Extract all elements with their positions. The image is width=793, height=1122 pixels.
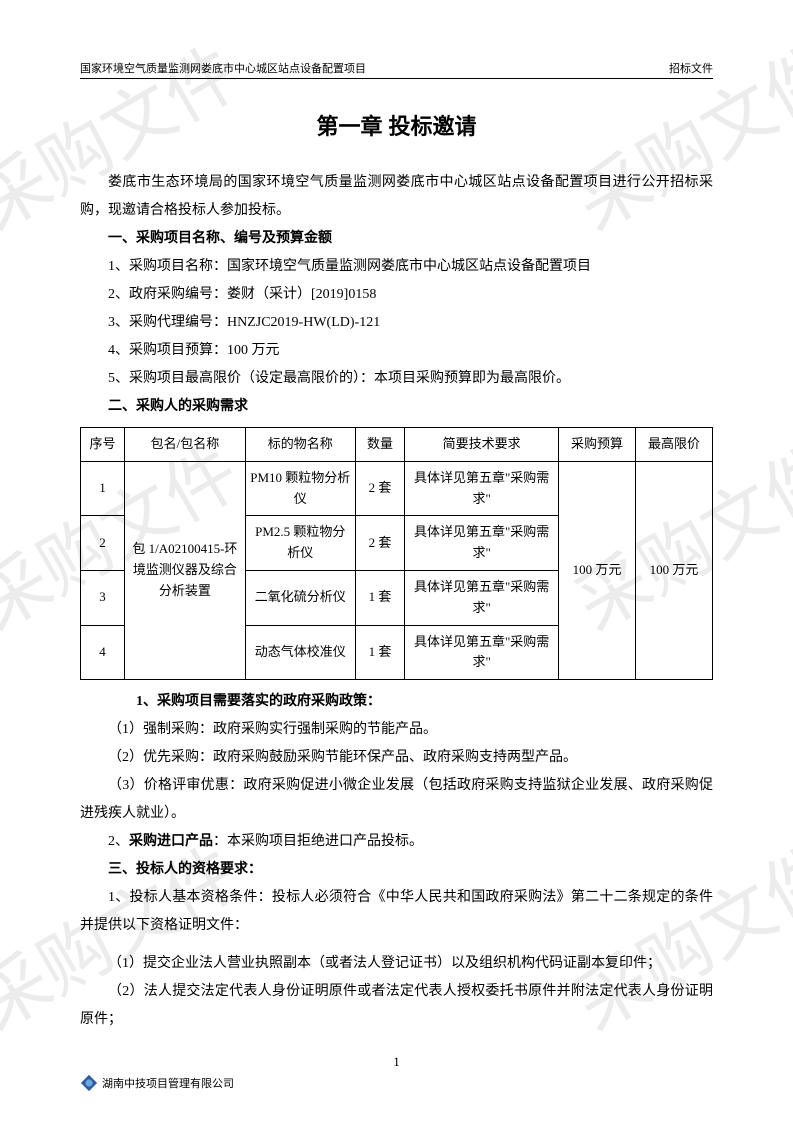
- header-left: 国家环境空气质量监测网娄底市中心城区站点设备配置项目: [80, 60, 366, 76]
- chapter-title: 第一章 投标邀请: [80, 109, 713, 141]
- section1-title: 一、采购项目名称、编号及预算金额: [80, 225, 713, 253]
- cell-seq: 4: [81, 625, 125, 680]
- section3-item: （1）提交企业法人营业执照副本（或者法人登记证书）以及组织机构代码证副本复印件；: [80, 950, 713, 978]
- header-right: 招标文件: [669, 60, 713, 76]
- th-item: 标的物名称: [245, 428, 355, 462]
- import-rest: ：本采购项目拒绝进口产品投标。: [213, 834, 423, 849]
- th-max: 最高限价: [636, 428, 713, 462]
- th-budget: 采购预算: [559, 428, 636, 462]
- import-bold: 采购进口产品: [129, 834, 213, 849]
- section1-item: 5、采购项目最高限价（设定最高限价的）：本项目采购预算即为最高限价。: [80, 365, 713, 393]
- footer-org: 湖南中技项目管理有限公司: [80, 1074, 713, 1092]
- page-header: 国家环境空气质量监测网娄底市中心城区站点设备配置项目 招标文件: [80, 60, 713, 79]
- cell-item: PM10 颗粒物分析仪: [245, 461, 355, 516]
- cell-package: 包 1/A02100415-环境监测仪器及综合分析装置: [124, 461, 245, 679]
- page-content: 国家环境空气质量监测网娄底市中心城区站点设备配置项目 招标文件 第一章 投标邀请…: [0, 0, 793, 1074]
- policy-item: （1）强制采购：政府采购实行强制采购的节能产品。: [80, 716, 713, 744]
- section3-intro: 1、投标人基本资格条件：投标人必须符合《中华人民共和国政府采购法》第二十二条规定…: [80, 884, 713, 940]
- cell-budget: 100 万元: [559, 461, 636, 679]
- cell-qty: 2 套: [355, 461, 404, 516]
- intro-paragraph: 娄底市生态环境局的国家环境空气质量监测网娄底市中心城区站点设备配置项目进行公开招…: [80, 169, 713, 225]
- org-logo-icon: [80, 1074, 98, 1092]
- footer-org-name: 湖南中技项目管理有限公司: [102, 1075, 234, 1091]
- cell-req: 具体详见第五章"采购需求": [405, 570, 559, 625]
- th-seq: 序号: [81, 428, 125, 462]
- import-policy: 2、采购进口产品：本采购项目拒绝进口产品投标。: [80, 828, 713, 856]
- section1-item: 3、采购代理编号：HNZJC2019-HW(LD)-121: [80, 309, 713, 337]
- policy-title: 1、采购项目需要落实的政府采购政策：: [80, 688, 713, 716]
- section1-item: 2、政府采购编号：娄财（采计）[2019]0158: [80, 281, 713, 309]
- section1-item: 4、采购项目预算：100 万元: [80, 337, 713, 365]
- policy-item: （2）优先采购：政府采购鼓励采购节能环保产品、政府采购支持两型产品。: [80, 744, 713, 772]
- section1-item: 1、采购项目名称：国家环境空气质量监测网娄底市中心城区站点设备配置项目: [80, 253, 713, 281]
- policy-item: （3）价格评审优惠：政府采购促进小微企业发展（包括政府采购支持监狱企业发展、政府…: [80, 772, 713, 828]
- th-package: 包名/包名称: [124, 428, 245, 462]
- cell-req: 具体详见第五章"采购需求": [405, 461, 559, 516]
- th-qty: 数量: [355, 428, 404, 462]
- section3-item: （2）法人提交法定代表人身份证明原件或者法定代表人授权委托书原件并附法定代表人身…: [80, 978, 713, 1034]
- cell-seq: 2: [81, 516, 125, 571]
- table-row: 1 包 1/A02100415-环境监测仪器及综合分析装置 PM10 颗粒物分析…: [81, 461, 713, 516]
- th-req: 简要技术要求: [405, 428, 559, 462]
- page-number: 1: [80, 1054, 713, 1070]
- cell-req: 具体详见第五章"采购需求": [405, 516, 559, 571]
- cell-qty: 2 套: [355, 516, 404, 571]
- section2-title: 二、采购人的采购需求: [80, 393, 713, 421]
- cell-seq: 3: [81, 570, 125, 625]
- section3-title: 三、投标人的资格要求：: [80, 856, 713, 884]
- cell-req: 具体详见第五章"采购需求": [405, 625, 559, 680]
- cell-max: 100 万元: [636, 461, 713, 679]
- cell-item: 动态气体校准仪: [245, 625, 355, 680]
- cell-qty: 1 套: [355, 570, 404, 625]
- table-header-row: 序号 包名/包名称 标的物名称 数量 简要技术要求 采购预算 最高限价: [81, 428, 713, 462]
- cell-seq: 1: [81, 461, 125, 516]
- cell-item: 二氧化硫分析仪: [245, 570, 355, 625]
- cell-qty: 1 套: [355, 625, 404, 680]
- procurement-table: 序号 包名/包名称 标的物名称 数量 简要技术要求 采购预算 最高限价 1 包 …: [80, 427, 713, 680]
- page-footer: 1 湖南中技项目管理有限公司: [80, 1054, 713, 1092]
- cell-item: PM2.5 颗粒物分析仪: [245, 516, 355, 571]
- import-label: 2、: [108, 834, 129, 849]
